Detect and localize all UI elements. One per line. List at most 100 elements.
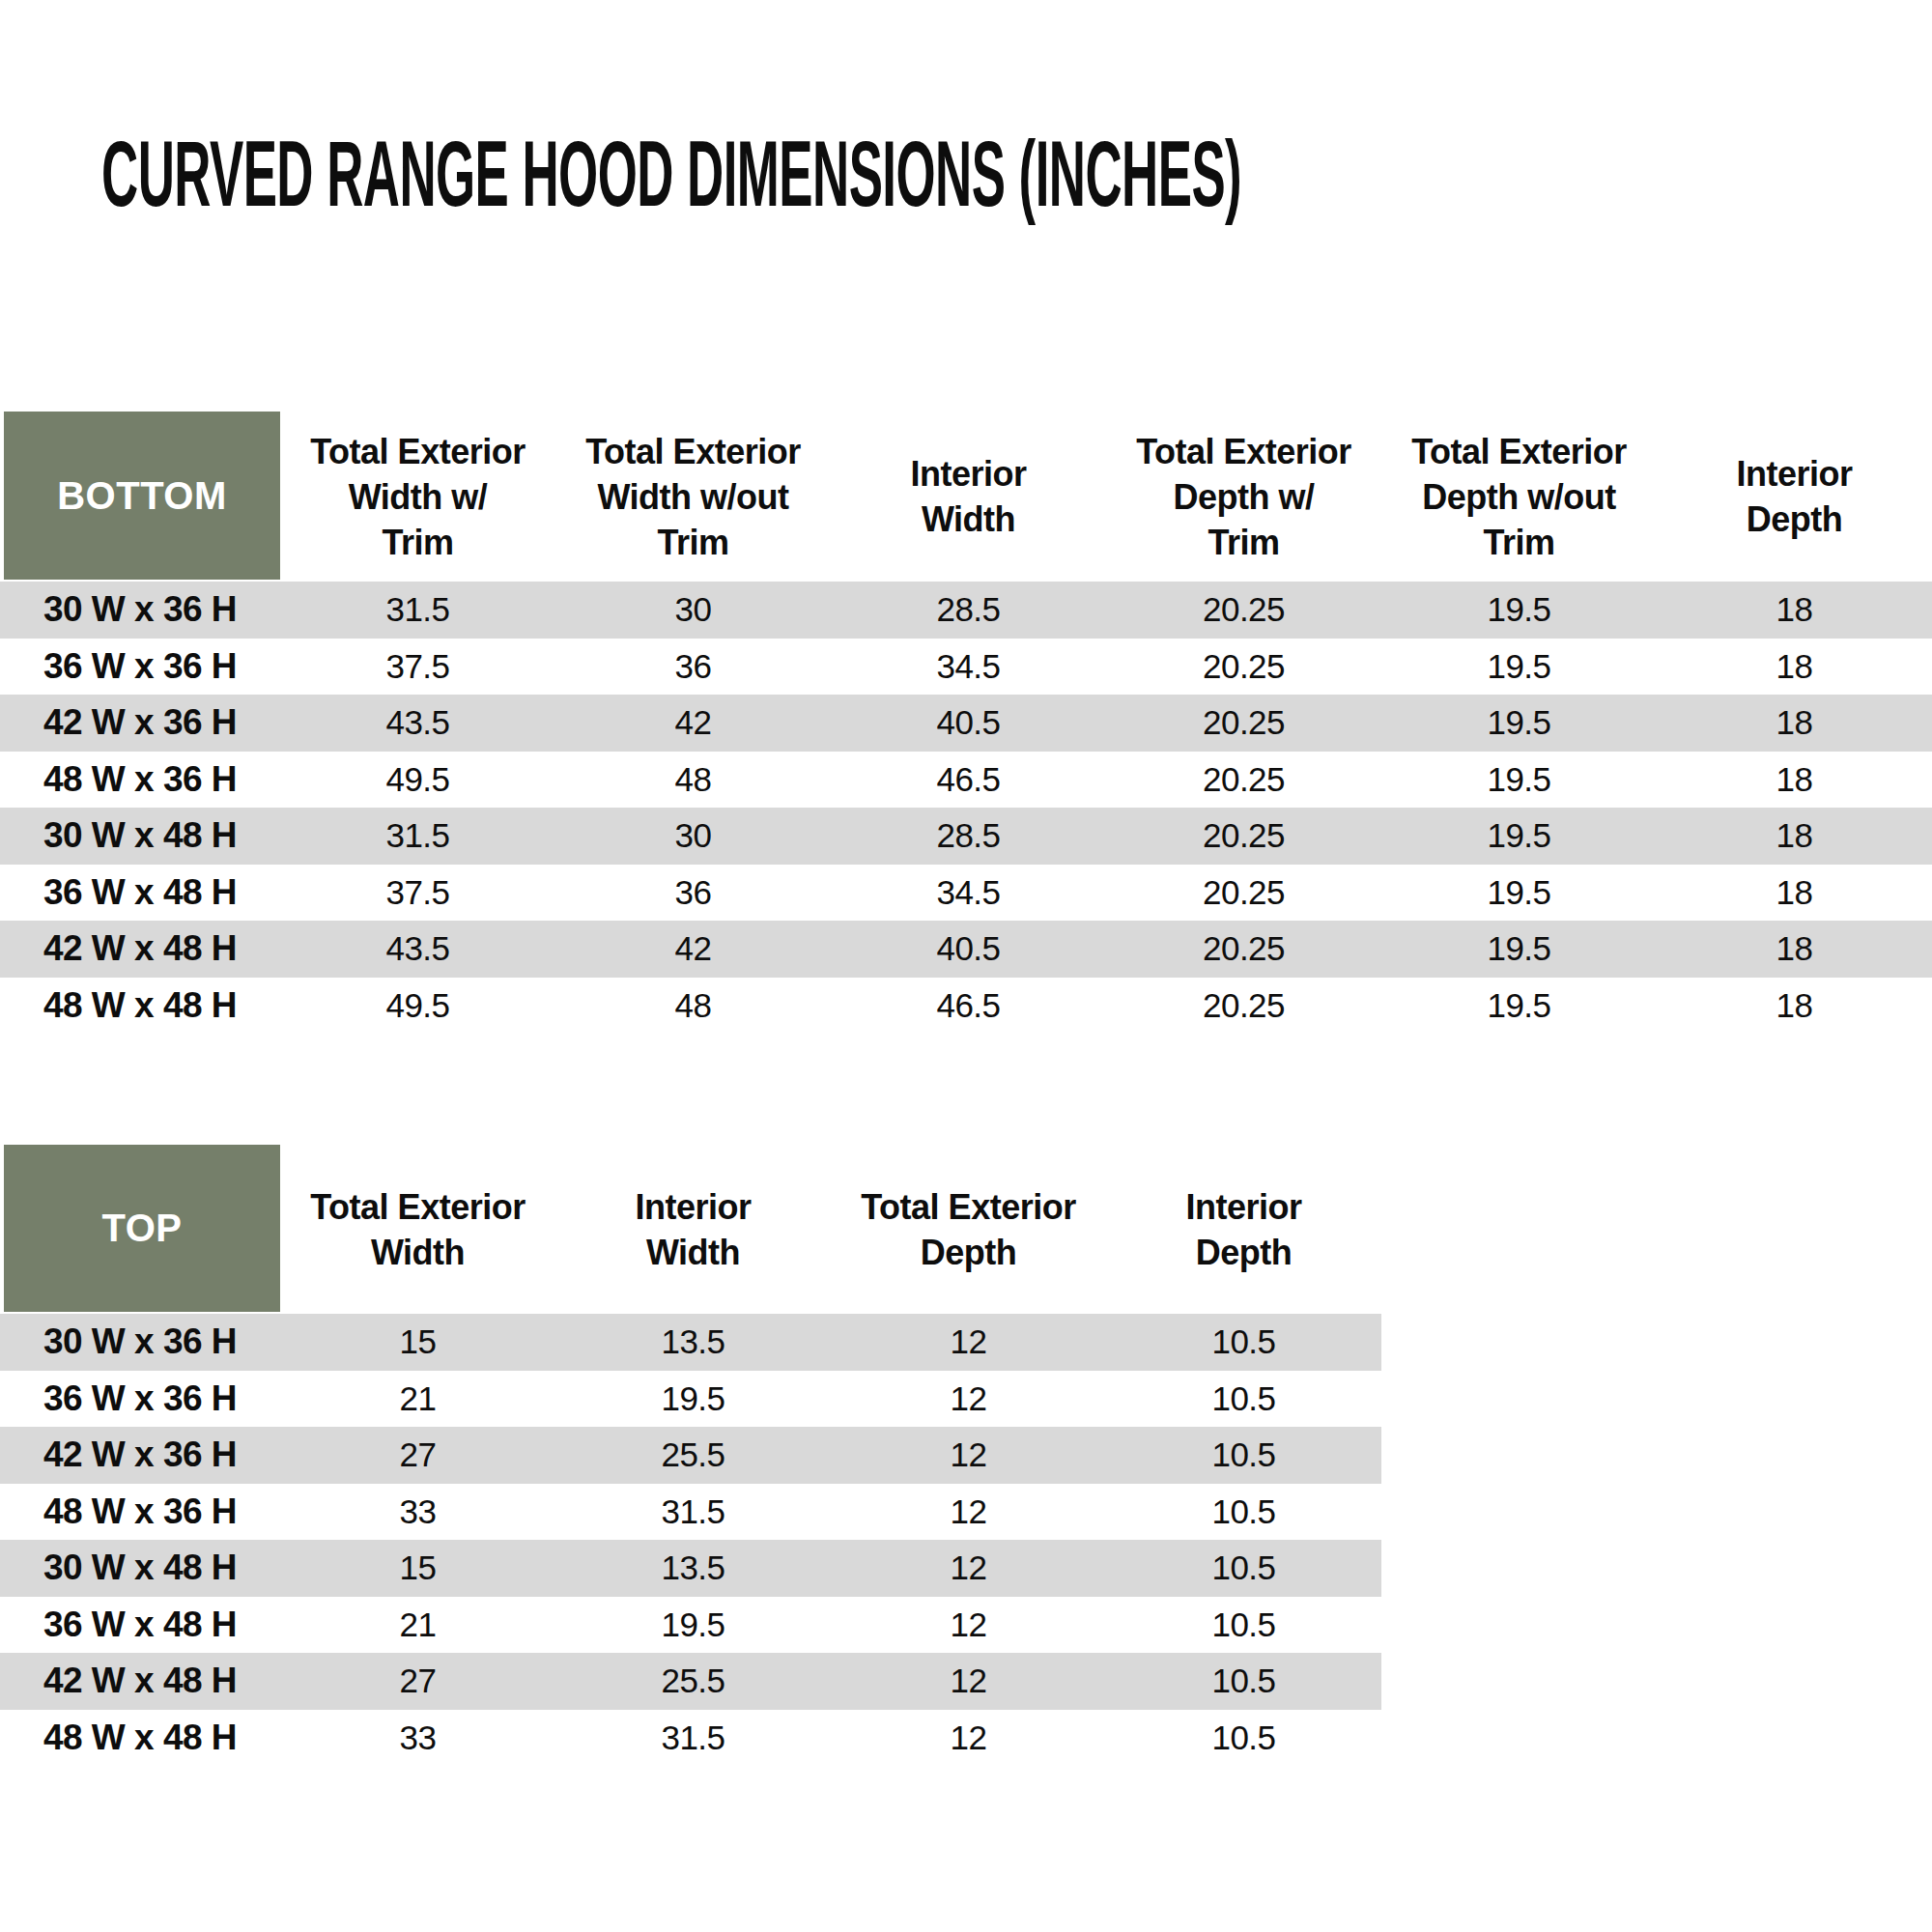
page-title: CURVED RANGE HOOD DIMENSIONS (INCHES) (101, 122, 1241, 227)
table-row: 30 W x 36 H31.53028.520.2519.518 (0, 582, 1932, 639)
row-label: 48 W x 48 H (0, 1710, 280, 1767)
dimension-value: 18 (1657, 639, 1932, 696)
dimension-value: 20.25 (1106, 978, 1381, 1035)
table-row: 48 W x 36 H3331.51210.5 (0, 1484, 1381, 1541)
row-label: 36 W x 36 H (0, 1371, 280, 1428)
dimension-value: 36 (555, 865, 831, 922)
table-row: 30 W x 36 H1513.51210.5 (0, 1314, 1381, 1371)
dimension-value: 10.5 (1106, 1597, 1381, 1654)
table-row: 42 W x 36 H43.54240.520.2519.518 (0, 695, 1932, 752)
dimension-value: 37.5 (280, 865, 555, 922)
dimension-value: 20.25 (1106, 921, 1381, 978)
row-label: 30 W x 36 H (0, 582, 280, 639)
dimension-value: 33 (280, 1710, 555, 1767)
bottom-header-row: BOTTOMTotal Exterior Width w/ TrimTotal … (0, 412, 1932, 582)
dimension-value: 48 (555, 752, 831, 809)
dimension-value: 31.5 (555, 1484, 831, 1541)
table-row: 42 W x 36 H2725.51210.5 (0, 1427, 1381, 1484)
table-row: 48 W x 48 H49.54846.520.2519.518 (0, 978, 1932, 1035)
column-header: Total Exterior Width (280, 1145, 555, 1314)
dimension-value: 25.5 (555, 1653, 831, 1710)
dimension-value: 30 (555, 582, 831, 639)
dimension-value: 31.5 (280, 808, 555, 865)
dimension-value: 18 (1657, 695, 1932, 752)
dimension-value: 37.5 (280, 639, 555, 696)
dimension-value: 20.25 (1106, 752, 1381, 809)
row-label: 42 W x 48 H (0, 921, 280, 978)
dimension-value: 20.25 (1106, 639, 1381, 696)
dimension-value: 31.5 (280, 582, 555, 639)
dimension-value: 19.5 (1381, 639, 1657, 696)
row-label: 42 W x 48 H (0, 1653, 280, 1710)
row-label: 42 W x 36 H (0, 695, 280, 752)
table-row: 36 W x 36 H2119.51210.5 (0, 1371, 1381, 1428)
dimension-value: 46.5 (831, 978, 1106, 1035)
table-row: 36 W x 36 H37.53634.520.2519.518 (0, 639, 1932, 696)
table-row: 48 W x 36 H49.54846.520.2519.518 (0, 752, 1932, 809)
dimension-value: 12 (831, 1653, 1106, 1710)
dimension-value: 19.5 (1381, 978, 1657, 1035)
row-label: 36 W x 36 H (0, 639, 280, 696)
dimension-value: 49.5 (280, 752, 555, 809)
dimension-value: 43.5 (280, 921, 555, 978)
dimension-value: 12 (831, 1710, 1106, 1767)
dimension-value: 19.5 (1381, 582, 1657, 639)
row-label: 48 W x 48 H (0, 978, 280, 1035)
dimension-value: 34.5 (831, 639, 1106, 696)
dimension-value: 12 (831, 1540, 1106, 1597)
dimension-value: 10.5 (1106, 1314, 1381, 1371)
table-row: 30 W x 48 H1513.51210.5 (0, 1540, 1381, 1597)
dimension-value: 19.5 (1381, 921, 1657, 978)
dimension-value: 12 (831, 1597, 1106, 1654)
row-label: 36 W x 48 H (0, 1597, 280, 1654)
dimension-value: 19.5 (1381, 808, 1657, 865)
dimension-value: 12 (831, 1427, 1106, 1484)
dimension-value: 18 (1657, 865, 1932, 922)
dimension-value: 43.5 (280, 695, 555, 752)
dimension-value: 19.5 (1381, 865, 1657, 922)
column-header: Interior Width (555, 1145, 831, 1314)
dimension-value: 12 (831, 1484, 1106, 1541)
dimension-value: 27 (280, 1653, 555, 1710)
dimension-value: 25.5 (555, 1427, 831, 1484)
column-header: Interior Width (831, 412, 1106, 582)
dimension-value: 42 (555, 695, 831, 752)
dimension-value: 31.5 (555, 1710, 831, 1767)
row-label: 42 W x 36 H (0, 1427, 280, 1484)
dimension-value: 10.5 (1106, 1427, 1381, 1484)
dimension-value: 12 (831, 1371, 1106, 1428)
dimension-value: 28.5 (831, 582, 1106, 639)
dimension-value: 46.5 (831, 752, 1106, 809)
row-label: 48 W x 36 H (0, 752, 280, 809)
table-row: 30 W x 48 H31.53028.520.2519.518 (0, 808, 1932, 865)
dimension-value: 34.5 (831, 865, 1106, 922)
column-header: Interior Depth (1106, 1145, 1381, 1314)
dimension-value: 20.25 (1106, 865, 1381, 922)
dimension-value: 19.5 (555, 1371, 831, 1428)
dimension-value: 48 (555, 978, 831, 1035)
dimension-value: 10.5 (1106, 1484, 1381, 1541)
table-row: 36 W x 48 H37.53634.520.2519.518 (0, 865, 1932, 922)
dimension-value: 36 (555, 639, 831, 696)
spec-sheet-page: CURVED RANGE HOOD DIMENSIONS (INCHES) BO… (0, 0, 1932, 1932)
dimension-value: 21 (280, 1371, 555, 1428)
dimension-value: 42 (555, 921, 831, 978)
dimension-value: 49.5 (280, 978, 555, 1035)
dimension-value: 10.5 (1106, 1371, 1381, 1428)
row-label: 30 W x 48 H (0, 1540, 280, 1597)
dimension-value: 19.5 (1381, 752, 1657, 809)
dimension-value: 18 (1657, 921, 1932, 978)
table-row: 42 W x 48 H2725.51210.5 (0, 1653, 1381, 1710)
dimension-value: 21 (280, 1597, 555, 1654)
table-row: 42 W x 48 H43.54240.520.2519.518 (0, 921, 1932, 978)
column-header: Total Exterior Depth (831, 1145, 1106, 1314)
dimension-value: 28.5 (831, 808, 1106, 865)
dimension-value: 33 (280, 1484, 555, 1541)
row-label: 48 W x 36 H (0, 1484, 280, 1541)
row-label: 36 W x 48 H (0, 865, 280, 922)
bottom-corner-label: BOTTOM (4, 412, 280, 580)
bottom-corner-cell: BOTTOM (0, 412, 280, 582)
dimension-value: 20.25 (1106, 695, 1381, 752)
dimension-value: 18 (1657, 808, 1932, 865)
dimension-value: 40.5 (831, 921, 1106, 978)
